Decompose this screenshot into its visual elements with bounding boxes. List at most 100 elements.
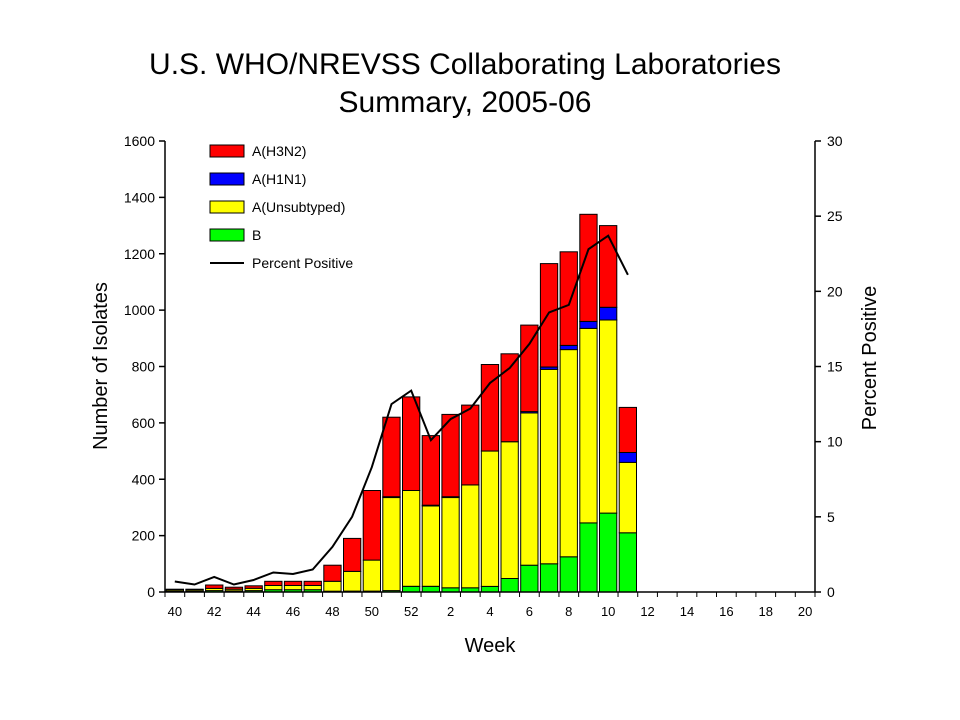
y-tick-label: 600 <box>132 415 156 431</box>
bar-segment <box>283 585 303 591</box>
bar-segment <box>303 585 322 591</box>
x-tick-label: 14 <box>680 604 694 619</box>
bar-segment <box>579 522 598 593</box>
bar-segment <box>520 564 539 593</box>
bar-segment <box>579 320 598 329</box>
x-tick-label: 50 <box>365 604 379 619</box>
bar-segment <box>579 327 598 524</box>
bar-segment <box>343 570 362 592</box>
y2-tick-label: 5 <box>827 509 835 525</box>
x-tick-label: 2 <box>447 604 454 619</box>
legend-swatch <box>209 144 245 158</box>
y-tick-label: 1200 <box>124 246 155 262</box>
bar-segment <box>224 586 244 590</box>
y2-tick-label: 20 <box>827 283 843 299</box>
legend-label: A(H3N2) <box>252 143 306 159</box>
bar-segment <box>559 344 578 351</box>
x-tick-label: 40 <box>168 604 182 619</box>
bar-segment <box>461 404 480 486</box>
bar-segment <box>402 490 421 587</box>
bar-segment <box>559 251 578 346</box>
y-tick-label: 1400 <box>124 189 155 205</box>
y2-tick-label: 15 <box>827 359 843 375</box>
legend-label: A(H1N1) <box>252 171 306 187</box>
legend-label: Percent Positive <box>252 255 353 271</box>
bar-segment <box>362 559 382 592</box>
legend-label: B <box>252 227 261 243</box>
y-tick-label: 0 <box>147 584 155 600</box>
y-tick-label: 200 <box>132 528 156 544</box>
bar-segment <box>539 368 559 565</box>
legend-swatch <box>209 172 245 186</box>
bar-segment <box>441 497 460 589</box>
x-tick-label: 52 <box>404 604 418 619</box>
y-tick-label: 800 <box>132 359 156 375</box>
bar-segment <box>520 324 539 413</box>
bar-segment <box>579 213 598 322</box>
y-tick-label: 400 <box>132 471 156 487</box>
y-tick-label: 1000 <box>124 302 155 318</box>
bar-segment <box>618 461 638 534</box>
bar-segment <box>421 435 441 506</box>
bar-segment <box>618 452 638 463</box>
bar-segment <box>559 349 578 558</box>
y2-tick-label: 25 <box>827 208 843 224</box>
y2-tick-label: 0 <box>827 584 835 600</box>
legend-label: A(Unsubtyped) <box>252 199 345 215</box>
bar-segment <box>500 353 519 443</box>
bar-segment <box>402 396 421 491</box>
bar-segment <box>461 484 480 589</box>
bar-segment <box>264 580 283 586</box>
x-tick-label: 44 <box>246 604 260 619</box>
y2-tick-label: 30 <box>827 133 843 149</box>
bar-segment <box>421 505 441 587</box>
bar-segment <box>382 497 401 592</box>
bar-segment <box>421 585 441 593</box>
bars-layer <box>165 213 638 593</box>
x-tick-label: 20 <box>798 604 812 619</box>
bar-segment <box>264 585 283 591</box>
bar-segment <box>283 580 303 586</box>
bar-segment <box>618 406 638 453</box>
percent-positive-line <box>174 234 629 586</box>
bar-segment <box>500 441 519 579</box>
bar-segment <box>520 412 539 566</box>
bar-segment <box>500 578 519 593</box>
bar-segment <box>599 319 618 514</box>
chart-title-line-1: U.S. WHO/NREVSS Collaborating Laboratori… <box>149 48 781 81</box>
axes-layer: 0 200 400 600 800 1000 1200 1400 1600 0 5 10 15 20 25 3… <box>124 133 843 619</box>
bar-segment <box>599 225 618 308</box>
x-tick-label: 16 <box>719 604 733 619</box>
bar-segment <box>402 585 421 593</box>
bar-segment <box>618 532 638 593</box>
bar-segment <box>599 306 618 321</box>
bar-segment <box>165 588 184 591</box>
bar-segment <box>343 537 362 572</box>
x-tick-label: 48 <box>325 604 339 619</box>
bar-segment <box>244 585 263 589</box>
bar-segment <box>205 584 224 589</box>
bar-segment <box>323 580 342 592</box>
x-tick-label: 46 <box>286 604 300 619</box>
bar-segment <box>480 585 500 593</box>
bar-segment <box>480 450 500 587</box>
x-axis-title: Week <box>465 635 517 657</box>
bar-segment <box>382 416 401 498</box>
bar-segment <box>323 564 342 582</box>
x-tick-label: 42 <box>207 604 221 619</box>
y-axis-title: Number of Isolates <box>90 282 112 450</box>
bar-segment <box>599 512 618 593</box>
legend-swatch <box>209 228 245 242</box>
x-tick-label: 6 <box>526 604 533 619</box>
bar-segment <box>441 413 460 498</box>
x-tick-label: 10 <box>601 604 615 619</box>
chart-title-line-2: Summary, 2005-06 <box>338 86 592 119</box>
bar-segment <box>362 490 382 561</box>
x-tick-label: 8 <box>565 604 572 619</box>
x-tick-label: 18 <box>759 604 773 619</box>
bar-segment <box>539 263 559 368</box>
bar-segment <box>185 588 204 591</box>
legend: A(H3N2) A(H1N1) A(Unsubtyped) B Percent Posi… <box>209 143 353 271</box>
bar-segment <box>480 364 500 452</box>
